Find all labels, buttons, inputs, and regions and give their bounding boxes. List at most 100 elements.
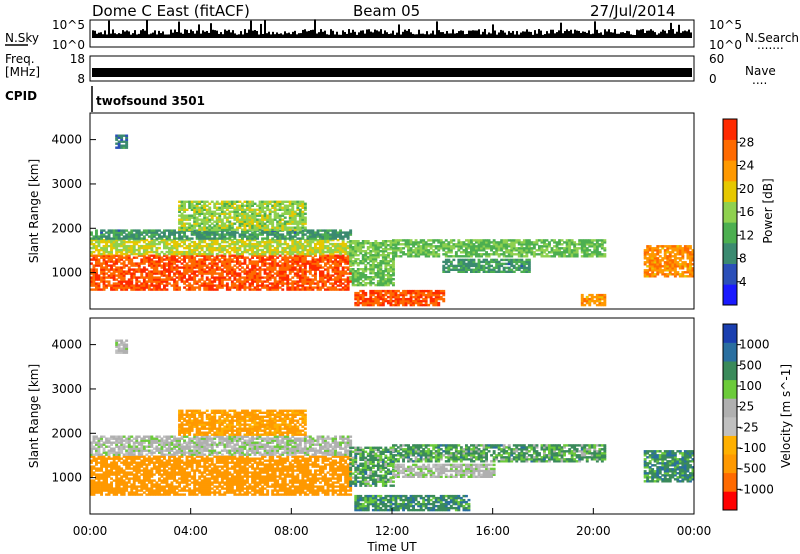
power-cell-5 <box>394 293 398 297</box>
power-cell-2 <box>200 233 204 236</box>
power-cell-4 <box>359 262 363 265</box>
power-cell-3 <box>180 228 184 231</box>
power-cell-0 <box>316 280 320 283</box>
power-cell-0 <box>314 262 317 265</box>
power-cell-0 <box>276 282 280 285</box>
power-cell-2 <box>296 233 300 236</box>
power-cell-0 <box>230 284 234 287</box>
power-cell-1 <box>220 250 224 254</box>
power-cell-1 <box>102 238 106 242</box>
nsky-bar <box>140 30 142 38</box>
nsky-bar <box>104 30 106 38</box>
power-cell-1 <box>251 244 254 248</box>
power-cell-6 <box>595 239 599 242</box>
power-cell-3 <box>241 218 244 221</box>
power-cell-6 <box>449 247 453 250</box>
power-cell-6 <box>555 251 559 254</box>
power-cell-3 <box>281 226 285 229</box>
power-cell-7 <box>490 268 493 271</box>
power-cell-5 <box>427 303 431 307</box>
power-cell-1 <box>185 244 189 248</box>
power-cell-3 <box>203 222 207 225</box>
power-cell-1 <box>125 244 129 248</box>
power-cell-3 <box>243 216 247 219</box>
power-cell-6 <box>540 249 544 252</box>
power-cell-1 <box>130 246 134 250</box>
power-cell-2 <box>324 235 327 238</box>
nsky-bar <box>568 31 570 38</box>
power-cell-3 <box>183 224 186 227</box>
power-cell-1 <box>147 244 151 248</box>
power-cell-0 <box>160 280 164 283</box>
power-cell-0 <box>125 258 129 261</box>
power-cell-4 <box>361 262 365 265</box>
power-cell-6 <box>520 251 524 254</box>
power-cell-0 <box>283 274 287 277</box>
nsky-bar <box>196 30 198 38</box>
power-cell-6 <box>490 253 493 256</box>
power-cell-6 <box>510 251 514 254</box>
power-cell-2 <box>213 237 217 240</box>
power-cell-4 <box>371 260 375 263</box>
station-title: Dome C East (fitACF) <box>92 2 250 20</box>
power-cell-9 <box>653 255 657 258</box>
power-cell-7 <box>442 260 446 264</box>
power-cell-7 <box>477 262 481 266</box>
power-cell-0 <box>100 280 103 283</box>
power-cell-0 <box>135 270 139 273</box>
power-cell-2 <box>168 229 171 232</box>
power-cell-0 <box>145 256 149 259</box>
power-cell-1 <box>271 252 275 256</box>
power-cell-3 <box>230 228 234 231</box>
power-cell-2 <box>321 237 325 240</box>
power-cell-0 <box>220 282 224 285</box>
power-cell-3 <box>293 226 297 229</box>
power-cell-4 <box>356 244 360 247</box>
power-cell-9 <box>668 263 672 266</box>
power-cell-5 <box>437 301 441 305</box>
power-cell-6 <box>595 247 599 250</box>
power-cell-3 <box>185 228 189 231</box>
power-cell-0 <box>230 270 234 273</box>
cpid-program: twofsound 3501 <box>96 94 205 108</box>
power-cell-5 <box>434 297 438 301</box>
power-cell-0 <box>331 282 335 285</box>
power-cell-6 <box>394 239 398 242</box>
power-cell-1 <box>223 252 227 256</box>
power-cell-1 <box>220 238 224 242</box>
power-cell-1 <box>115 248 119 252</box>
power-cell-1 <box>263 252 267 256</box>
power-cell-2 <box>147 235 151 238</box>
power-cell-2 <box>230 235 234 238</box>
power-cell-6 <box>593 243 597 246</box>
nsky-bar <box>162 31 164 38</box>
power-cell-4 <box>361 246 365 249</box>
power-cell-2 <box>220 231 224 234</box>
power-cell-2 <box>127 237 131 240</box>
power-cell-1 <box>90 250 93 254</box>
power-cell-3 <box>215 202 219 205</box>
power-cell-0 <box>107 254 111 257</box>
nsky-bar <box>452 29 454 38</box>
power-cell-6 <box>558 243 561 246</box>
power-cell-4 <box>381 244 385 247</box>
power-cell-0 <box>125 280 129 283</box>
power-cell-4 <box>366 276 370 279</box>
power-cell-1 <box>238 248 242 252</box>
power-cell-3 <box>205 220 209 223</box>
power-cell-2 <box>238 235 242 238</box>
power-cell-1 <box>271 250 275 254</box>
power-cell-1 <box>321 250 325 254</box>
power-cell-0 <box>256 280 259 283</box>
power-cell-1 <box>251 242 254 246</box>
power-cell-9 <box>676 273 680 276</box>
power-cell-0 <box>173 274 176 277</box>
power-cell-0 <box>341 268 345 271</box>
power-cell-5 <box>369 299 373 303</box>
power-cell-6 <box>404 245 408 248</box>
power-cell-0 <box>198 266 202 269</box>
power-cell-6 <box>444 245 448 248</box>
power-cell-7 <box>515 260 519 264</box>
power-cell-0 <box>107 264 111 267</box>
power-cell-1 <box>203 252 207 256</box>
